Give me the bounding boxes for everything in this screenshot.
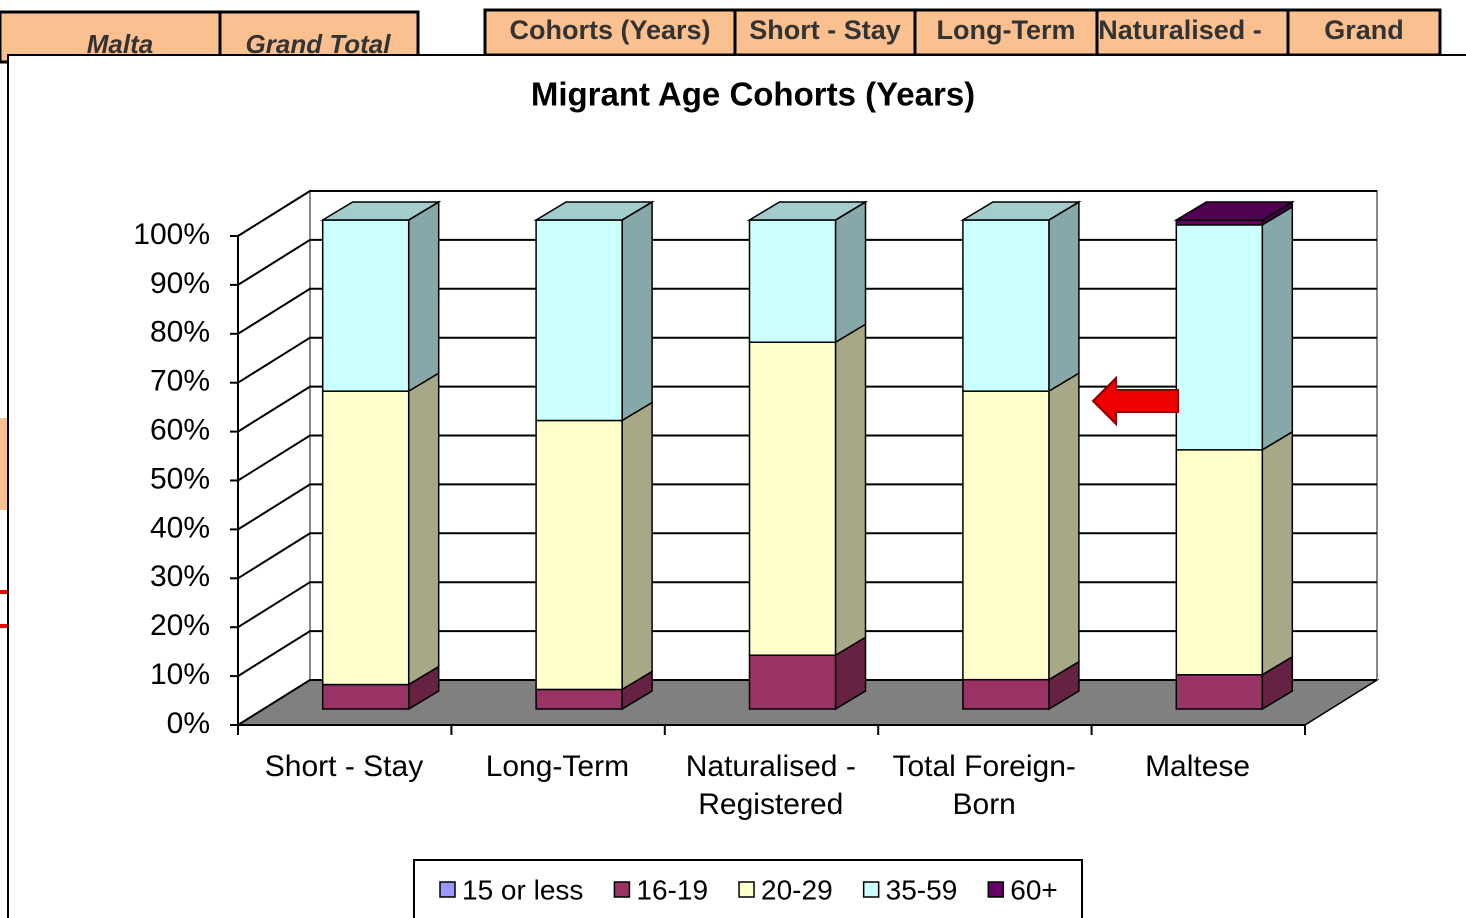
legend-items: 15 or less 16-19 20-29 35-59 60+ [439, 874, 1058, 905]
bar-side [407, 371, 440, 686]
bar-segment [321, 683, 410, 710]
bar-segment [535, 219, 623, 422]
y-tick-label: 40% [150, 511, 210, 544]
x-tick-label: Short - Stay [264, 750, 424, 783]
chart-title: Migrant Age Cohorts (Years) [531, 76, 975, 113]
y-tick-label: 60% [150, 414, 210, 447]
legend-swatch [987, 881, 1005, 898]
header-cell [1286, 8, 1442, 57]
header-text: Malta [87, 29, 153, 59]
bar-segment [1175, 674, 1264, 710]
bar-side [835, 201, 866, 221]
bar-side [1261, 205, 1294, 452]
bar-segment [1175, 449, 1264, 676]
bar-side [1048, 201, 1080, 221]
legend-label: 15 or less [462, 874, 583, 905]
x-tick-label: Naturalised - Registered [685, 750, 856, 821]
bar-side [621, 401, 653, 691]
bar-segment [535, 419, 623, 691]
y-tick-label: 20% [150, 609, 210, 642]
bar-side [408, 201, 440, 221]
header-text: Grand [1324, 15, 1404, 45]
y-tick-label: 50% [150, 462, 210, 495]
header-cell [733, 8, 917, 57]
bar-segment [962, 678, 1050, 710]
x-tick-label: Long-Term [485, 750, 630, 783]
legend-label: 16-19 [636, 874, 708, 905]
bar-side [834, 200, 867, 344]
bar-side [621, 201, 653, 221]
side-cell [0, 418, 8, 510]
legend-swatch [738, 881, 755, 898]
bar-segment [748, 219, 837, 343]
arrow [1091, 375, 1179, 427]
header-text: Long-Term [937, 15, 1076, 45]
legend-label: 20-29 [761, 874, 833, 905]
header-text: Short - Stay [749, 15, 901, 45]
legend-swatch [862, 881, 880, 898]
y-tick-label: 100% [133, 218, 210, 251]
bar-side [621, 200, 653, 422]
y-tick-label: 0% [167, 707, 210, 740]
legend-label: 60+ [1010, 874, 1058, 905]
x-tick-label: Maltese [1145, 750, 1251, 783]
plot: 0% 10% 20% 30% 40% 50% 60% 70% 80% 90% 100% [133, 189, 1380, 740]
bar-side [1261, 430, 1294, 677]
y-tick-label: 10% [150, 658, 210, 691]
legend-swatch [439, 881, 456, 898]
x-tick-label: Total Foreign-Born [892, 750, 1076, 821]
bar-side [407, 200, 440, 393]
y-tick-label: 70% [150, 365, 210, 398]
bar-segment [1175, 224, 1264, 451]
y-tick-label: 90% [150, 267, 210, 300]
bar-segment [748, 654, 837, 710]
bar-segment [535, 688, 623, 710]
bar-side [834, 322, 867, 657]
legend-label: 35-59 [886, 874, 958, 905]
bar-top [1173, 201, 1296, 221]
y-tick-label: 80% [150, 316, 210, 349]
header-text: Naturalised - [1098, 15, 1262, 45]
bar-segment [962, 219, 1050, 392]
legend-swatch [613, 881, 631, 898]
bar-segment [962, 390, 1050, 681]
header-cell [218, 10, 420, 64]
header-text: Cohorts (Years) [509, 15, 710, 45]
y-tick-label: 30% [150, 560, 210, 593]
header-text: Grand Total [246, 29, 392, 59]
bar-segment [321, 219, 410, 392]
bar-segment [321, 390, 410, 686]
bar-side [1048, 200, 1080, 393]
bar-segment [748, 341, 837, 656]
bar-side [1048, 371, 1080, 681]
grid-line [237, 190, 1377, 237]
